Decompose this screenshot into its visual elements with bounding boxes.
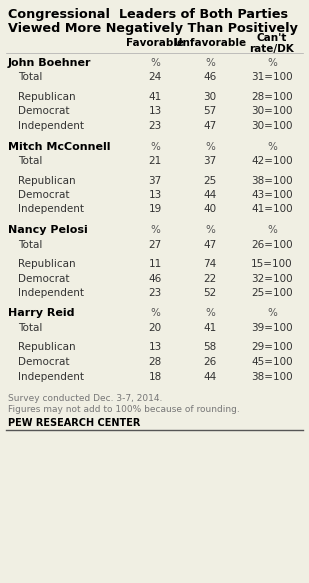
Text: 30=100: 30=100 — [251, 107, 293, 117]
Text: 15=100: 15=100 — [251, 259, 293, 269]
Text: Harry Reid: Harry Reid — [8, 308, 74, 318]
Text: %: % — [150, 58, 160, 68]
Text: 25: 25 — [203, 175, 217, 185]
Text: Mitch McConnell: Mitch McConnell — [8, 142, 111, 152]
Text: 26: 26 — [203, 357, 217, 367]
Text: %: % — [150, 308, 160, 318]
Text: Figures may not add to 100% because of rounding.: Figures may not add to 100% because of r… — [8, 405, 240, 414]
Text: Independent: Independent — [18, 371, 84, 381]
Text: Favorable: Favorable — [126, 38, 184, 48]
Text: Viewed More Negatively Than Positively: Viewed More Negatively Than Positively — [8, 22, 298, 35]
Text: Republican: Republican — [18, 259, 76, 269]
Text: 25=100: 25=100 — [251, 288, 293, 298]
Text: Independent: Independent — [18, 121, 84, 131]
Text: %: % — [267, 225, 277, 235]
Text: 30: 30 — [203, 92, 217, 102]
Text: 74: 74 — [203, 259, 217, 269]
Text: 13: 13 — [148, 342, 162, 353]
Text: 19: 19 — [148, 205, 162, 215]
Text: Total: Total — [18, 156, 42, 166]
Text: Congressional  Leaders of Both Parties: Congressional Leaders of Both Parties — [8, 8, 288, 21]
Text: rate/DK: rate/DK — [250, 44, 294, 54]
Text: Independent: Independent — [18, 205, 84, 215]
Text: Democrat: Democrat — [18, 273, 70, 283]
Text: %: % — [267, 58, 277, 68]
Text: 38=100: 38=100 — [251, 371, 293, 381]
Text: 11: 11 — [148, 259, 162, 269]
Text: %: % — [150, 225, 160, 235]
Text: 37: 37 — [203, 156, 217, 166]
Text: Total: Total — [18, 72, 42, 83]
Text: 29=100: 29=100 — [251, 342, 293, 353]
Text: 44: 44 — [203, 190, 217, 200]
Text: 38=100: 38=100 — [251, 175, 293, 185]
Text: Republican: Republican — [18, 342, 76, 353]
Text: 28: 28 — [148, 357, 162, 367]
Text: 13: 13 — [148, 190, 162, 200]
Text: %: % — [205, 58, 215, 68]
Text: 43=100: 43=100 — [251, 190, 293, 200]
Text: Nancy Pelosi: Nancy Pelosi — [8, 225, 88, 235]
Text: 37: 37 — [148, 175, 162, 185]
Text: 57: 57 — [203, 107, 217, 117]
Text: 44: 44 — [203, 371, 217, 381]
Text: 27: 27 — [148, 240, 162, 250]
Text: Total: Total — [18, 240, 42, 250]
Text: %: % — [205, 142, 215, 152]
Text: 18: 18 — [148, 371, 162, 381]
Text: 52: 52 — [203, 288, 217, 298]
Text: 22: 22 — [203, 273, 217, 283]
Text: 41: 41 — [148, 92, 162, 102]
Text: %: % — [205, 225, 215, 235]
Text: 28=100: 28=100 — [251, 92, 293, 102]
Text: 41: 41 — [203, 323, 217, 333]
Text: 46: 46 — [203, 72, 217, 83]
Text: %: % — [267, 308, 277, 318]
Text: Democrat: Democrat — [18, 190, 70, 200]
Text: Unfavorable: Unfavorable — [174, 38, 246, 48]
Text: 41=100: 41=100 — [251, 205, 293, 215]
Text: 39=100: 39=100 — [251, 323, 293, 333]
Text: 21: 21 — [148, 156, 162, 166]
Text: Total: Total — [18, 323, 42, 333]
Text: %: % — [267, 142, 277, 152]
Text: Can't: Can't — [257, 33, 287, 43]
Text: 24: 24 — [148, 72, 162, 83]
Text: 26=100: 26=100 — [251, 240, 293, 250]
Text: 58: 58 — [203, 342, 217, 353]
Text: 31=100: 31=100 — [251, 72, 293, 83]
Text: 23: 23 — [148, 288, 162, 298]
Text: John Boehner: John Boehner — [8, 58, 91, 68]
Text: 42=100: 42=100 — [251, 156, 293, 166]
Text: 20: 20 — [148, 323, 162, 333]
Text: Republican: Republican — [18, 175, 76, 185]
Text: 40: 40 — [203, 205, 217, 215]
Text: Democrat: Democrat — [18, 357, 70, 367]
Text: 32=100: 32=100 — [251, 273, 293, 283]
Text: 30=100: 30=100 — [251, 121, 293, 131]
Text: %: % — [150, 142, 160, 152]
Text: 47: 47 — [203, 121, 217, 131]
Text: Independent: Independent — [18, 288, 84, 298]
Text: Republican: Republican — [18, 92, 76, 102]
Text: 23: 23 — [148, 121, 162, 131]
Text: 46: 46 — [148, 273, 162, 283]
Text: 13: 13 — [148, 107, 162, 117]
Text: PEW RESEARCH CENTER: PEW RESEARCH CENTER — [8, 418, 140, 428]
Text: Survey conducted Dec. 3-7, 2014.: Survey conducted Dec. 3-7, 2014. — [8, 394, 162, 403]
Text: Democrat: Democrat — [18, 107, 70, 117]
Text: 45=100: 45=100 — [251, 357, 293, 367]
Text: %: % — [205, 308, 215, 318]
Text: 47: 47 — [203, 240, 217, 250]
